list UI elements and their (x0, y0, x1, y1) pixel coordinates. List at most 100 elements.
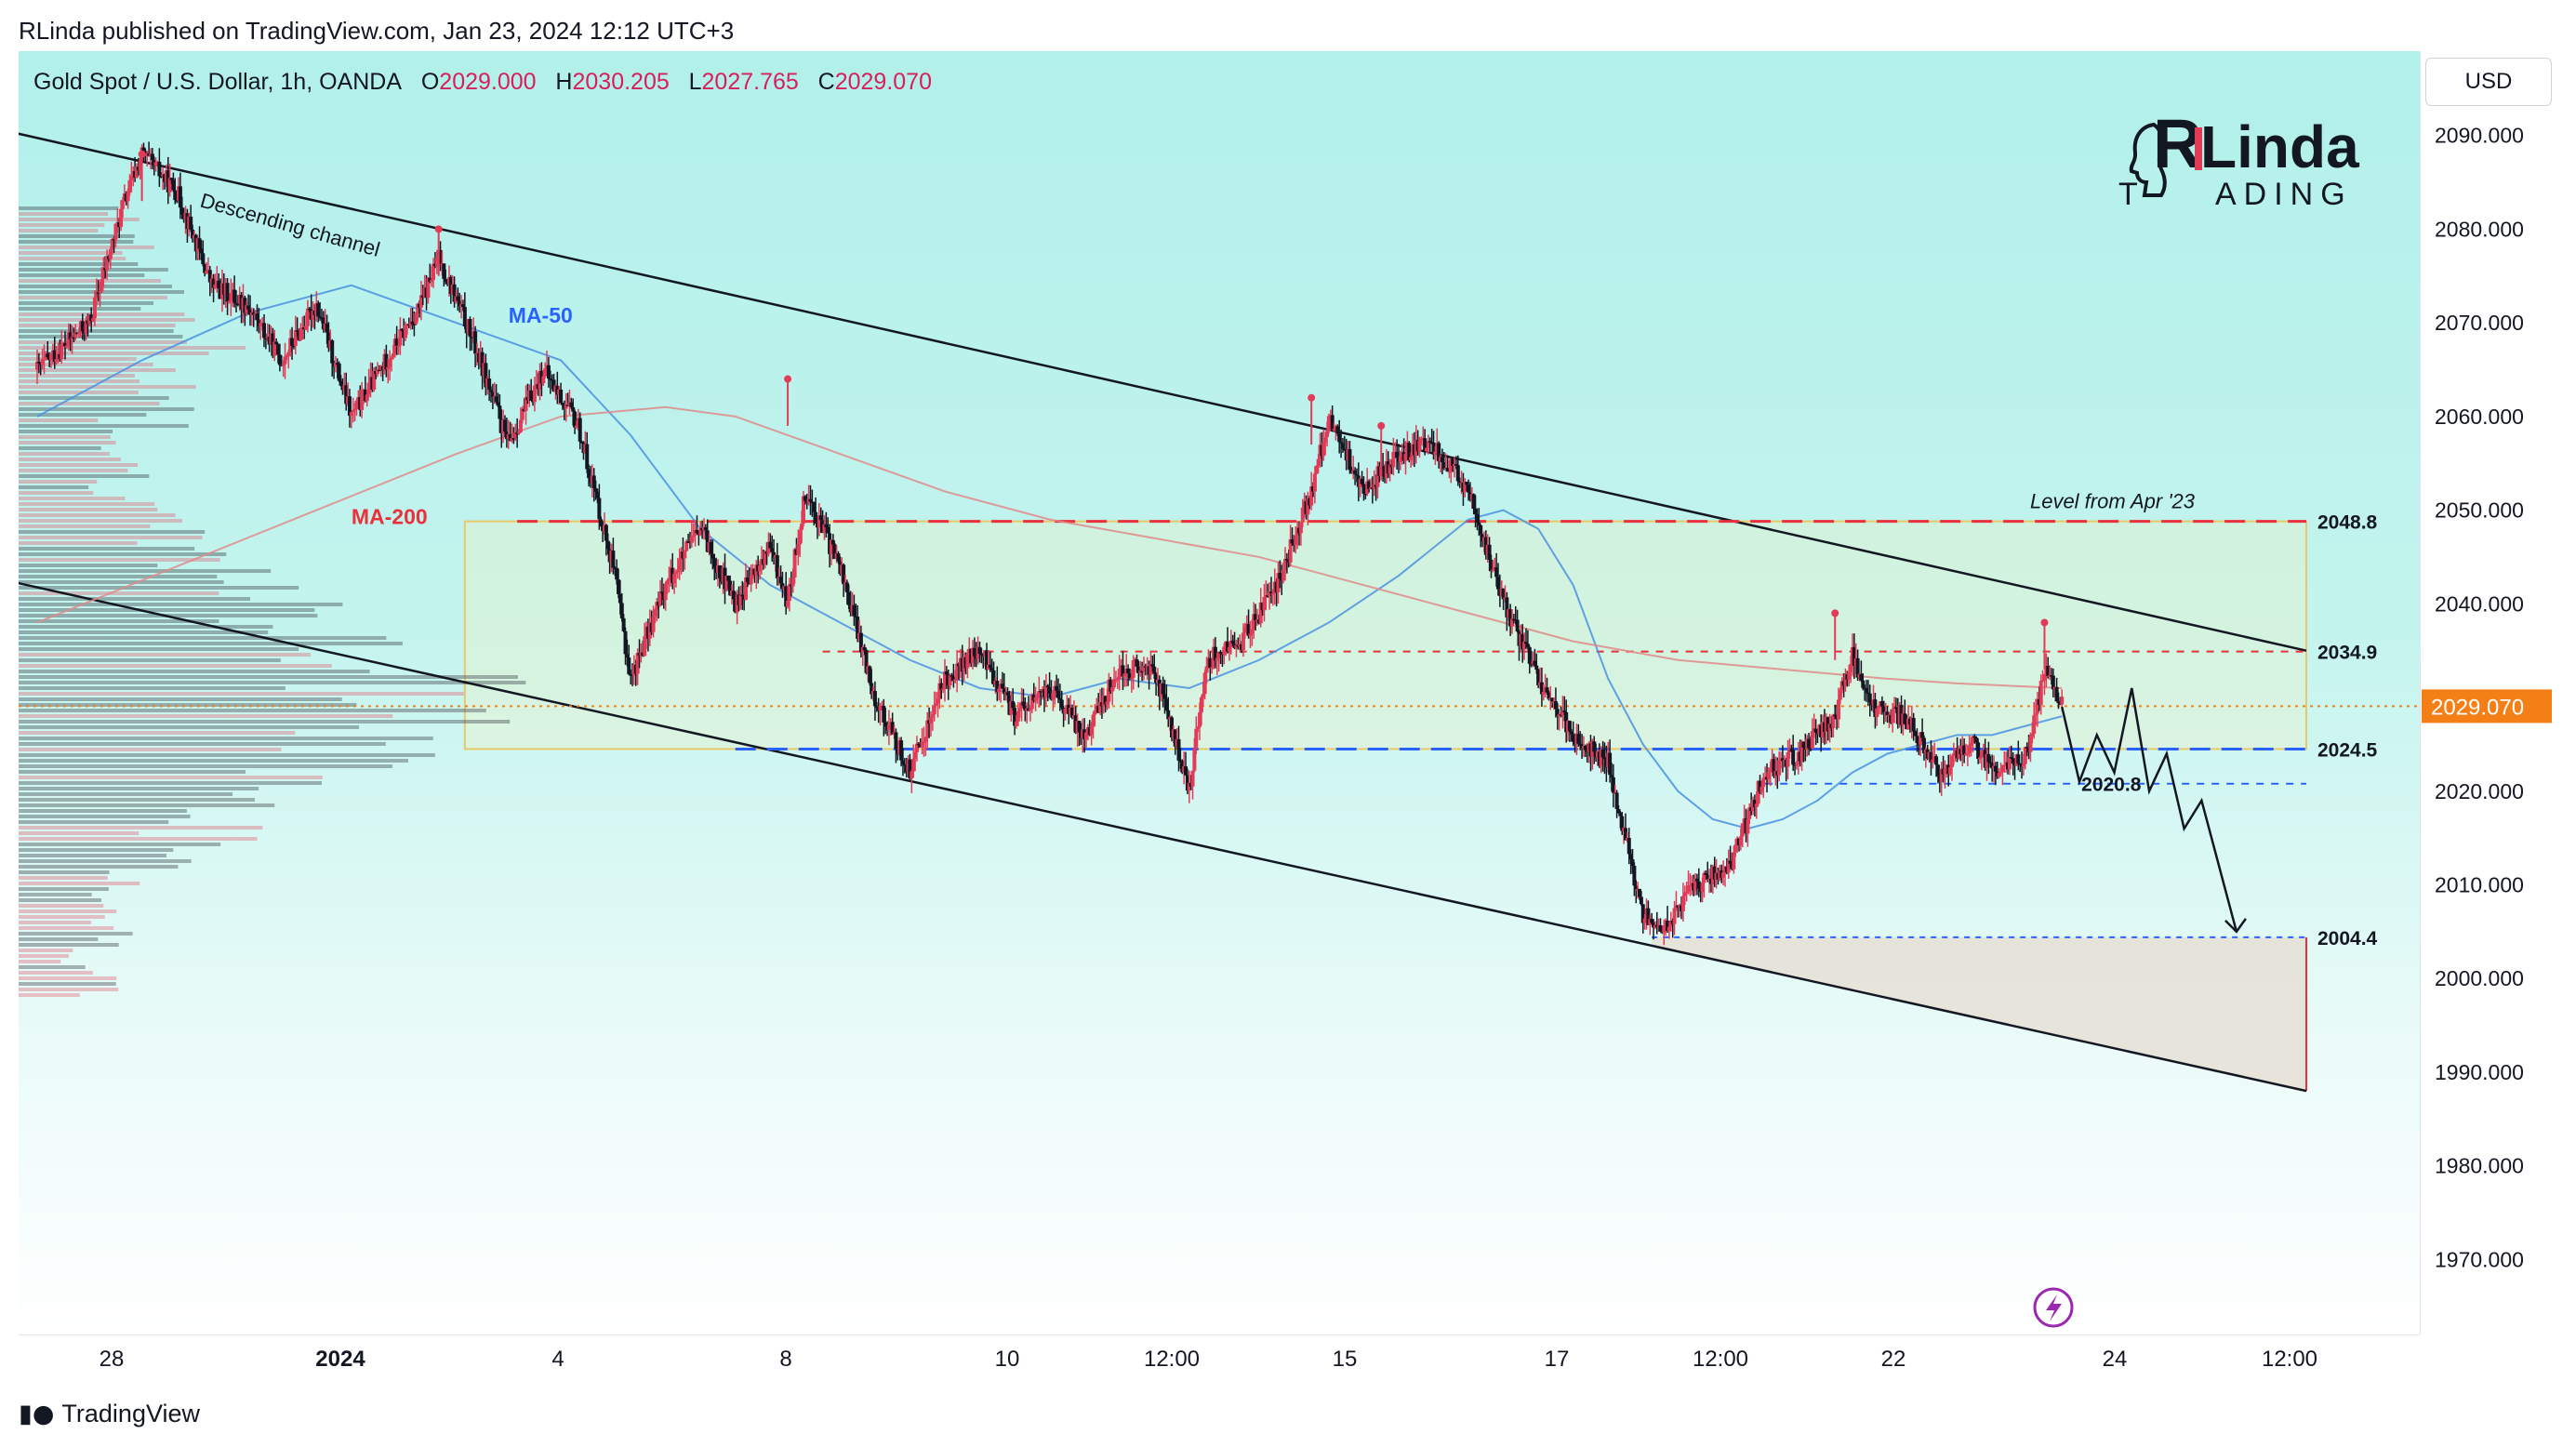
candle-body (1694, 878, 1699, 882)
candle-body (1920, 732, 1925, 738)
ma-label-MA-50: MA-50 (509, 303, 573, 327)
candle-body (2046, 666, 2051, 676)
forecast-arrowhead (2224, 918, 2247, 934)
candle-body (290, 338, 295, 346)
candle-body (386, 366, 391, 370)
volume-profile-bar (19, 430, 113, 433)
candle-body (1746, 818, 1750, 834)
candle-body (1494, 567, 1499, 577)
volume-profile-bar (19, 413, 147, 417)
swing-high-marker (1308, 393, 1316, 402)
candle-body (623, 631, 628, 655)
candle-body (937, 683, 942, 699)
volume-profile-bar (19, 670, 370, 673)
candle-body (941, 688, 946, 690)
candle-body (591, 475, 596, 488)
candle-body (1808, 748, 1812, 750)
candle-body (1103, 696, 1108, 705)
volume-profile-bar (19, 686, 285, 690)
candle-body (205, 271, 209, 273)
candle-body (1740, 823, 1745, 837)
candle-body (138, 160, 142, 171)
candle-body (203, 264, 207, 273)
time-axis[interactable] (19, 1334, 2420, 1384)
candle-body (1505, 597, 1509, 617)
candle-body (1166, 710, 1171, 720)
candle-body (171, 179, 176, 191)
candle-body (494, 396, 498, 403)
candle-body (1093, 710, 1097, 715)
candle-body (412, 324, 417, 325)
candle-body (1354, 473, 1359, 476)
candle-body (335, 363, 339, 365)
candle-body (1642, 918, 1647, 923)
candle-body (928, 717, 933, 724)
candle-body (1391, 452, 1396, 468)
candle-body (930, 714, 935, 718)
volume-profile-bar (19, 279, 161, 283)
candle-body (1340, 443, 1345, 449)
candle-body (710, 553, 715, 559)
chart-pane[interactable] (19, 51, 2420, 1334)
lightning-icon[interactable] (2033, 1287, 2074, 1328)
candle-body (922, 741, 926, 744)
candle-body (311, 311, 315, 320)
volume-profile-bar (19, 737, 433, 740)
candle-body (1875, 708, 1879, 718)
candle-body (1011, 701, 1016, 709)
volume-profile-bar (19, 508, 158, 511)
volume-profile-bar (19, 742, 386, 746)
volume-profile-bar (19, 647, 299, 651)
candle-body (1969, 743, 1973, 747)
candle-body (1993, 765, 1998, 772)
candle-body (798, 529, 803, 545)
candle-body (936, 698, 940, 704)
candle-body (595, 491, 600, 498)
volume-profile-bar (19, 608, 315, 612)
candle-body (1780, 758, 1785, 762)
candle-body (883, 722, 888, 727)
candle-body (1055, 685, 1059, 691)
candle-body (2038, 681, 2043, 705)
candle-body (1306, 498, 1310, 515)
candle-body (1300, 507, 1305, 523)
candle-body (1666, 926, 1671, 932)
candle-body (1949, 756, 1954, 767)
candle-body (496, 402, 500, 406)
price-tick-label: 2080.000 (2435, 217, 2524, 241)
candle-body (1335, 426, 1340, 434)
price-tick-label: 1980.000 (2435, 1154, 2524, 1178)
candle-body (54, 359, 59, 363)
candle-body (1426, 441, 1430, 448)
candle-body (1592, 741, 1597, 752)
candle-body (1021, 701, 1026, 706)
candle-body (1666, 921, 1670, 932)
candle-body (691, 535, 696, 538)
candle-body (672, 573, 677, 584)
volume-profile-bar (19, 541, 138, 545)
candle-body (119, 208, 124, 228)
candle-body (1527, 646, 1532, 664)
volume-profile-bar (19, 625, 273, 629)
candle-body (1873, 699, 1878, 718)
level-label-2020.8: 2020.8 (2081, 775, 2142, 796)
currency-button[interactable]: USD (2425, 58, 2552, 106)
candle-body (1721, 872, 1726, 878)
volume-profile-bar (19, 240, 134, 244)
candle-body (1437, 443, 1441, 462)
candle-body (1522, 642, 1527, 650)
candle-body (390, 357, 394, 360)
candle-body (1754, 803, 1759, 807)
time-tick-label: 12:00 (2262, 1347, 2317, 1372)
candle-body (377, 369, 381, 372)
candle-body (326, 332, 331, 349)
candle-body (948, 675, 952, 685)
volume-profile-bar (19, 876, 108, 880)
level-label-2034.9: 2034.9 (2317, 643, 2377, 664)
tradingview-footer[interactable]: ▮● TradingView (19, 1400, 200, 1428)
volume-profile-bar (19, 965, 86, 969)
candle-body (1726, 860, 1731, 873)
candle-body (272, 341, 277, 356)
candle-body (1454, 464, 1458, 466)
